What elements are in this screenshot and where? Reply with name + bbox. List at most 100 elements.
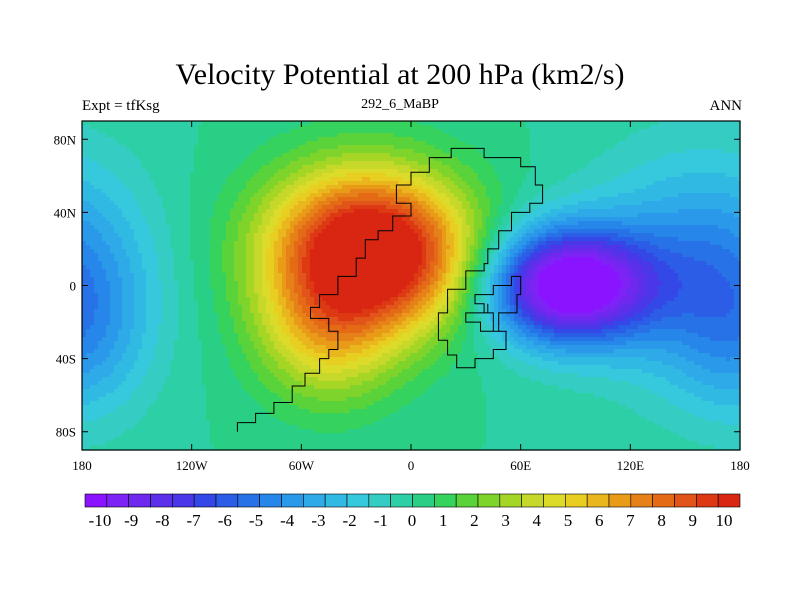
contour-cell bbox=[582, 125, 587, 130]
contour-cell bbox=[186, 209, 191, 214]
contour-cell bbox=[202, 125, 207, 130]
contour-cell bbox=[386, 137, 391, 142]
contour-cell bbox=[126, 237, 131, 242]
contour-cell bbox=[738, 157, 741, 162]
contour-cell bbox=[714, 197, 719, 202]
contour-cell bbox=[426, 129, 431, 134]
contour-cell bbox=[182, 137, 187, 142]
contour-cell bbox=[454, 229, 459, 234]
contour-cell bbox=[154, 157, 159, 162]
contour-cell bbox=[546, 217, 551, 222]
contour-cell bbox=[542, 205, 547, 210]
contour-cell bbox=[302, 161, 307, 166]
contour-cell bbox=[174, 229, 179, 234]
contour-cell bbox=[674, 149, 679, 154]
contour-cell bbox=[234, 125, 239, 130]
contour-cell bbox=[210, 157, 215, 162]
contour-cell bbox=[354, 225, 359, 230]
contour-cell bbox=[550, 217, 555, 222]
contour-cell bbox=[574, 221, 579, 226]
contour-cell bbox=[82, 201, 87, 206]
contour-cell bbox=[694, 221, 699, 226]
contour-cell bbox=[470, 181, 475, 186]
contour-cell bbox=[430, 137, 435, 142]
contour-cell bbox=[154, 193, 159, 198]
contour-cell bbox=[386, 237, 391, 242]
contour-cell bbox=[310, 205, 315, 210]
contour-cell bbox=[514, 149, 519, 154]
contour-cell bbox=[734, 197, 739, 202]
contour-cell bbox=[402, 197, 407, 202]
contour-cell bbox=[406, 189, 411, 194]
contour-cell bbox=[666, 221, 671, 226]
contour-cell bbox=[86, 165, 91, 170]
contour-cell bbox=[242, 181, 247, 186]
contour-cell bbox=[730, 157, 735, 162]
contour-cell bbox=[358, 213, 363, 218]
contour-cell bbox=[182, 237, 187, 242]
contour-cell bbox=[666, 225, 671, 230]
contour-cell bbox=[174, 157, 179, 162]
contour-cell bbox=[254, 141, 259, 146]
contour-cell bbox=[522, 193, 527, 198]
contour-cell bbox=[162, 121, 167, 126]
contour-cell bbox=[626, 169, 631, 174]
contour-cell bbox=[678, 205, 683, 210]
contour-cell bbox=[174, 217, 179, 222]
contour-cell bbox=[430, 197, 435, 202]
contour-cell bbox=[506, 169, 511, 174]
contour-cell bbox=[314, 197, 319, 202]
contour-cell bbox=[270, 193, 275, 198]
contour-cell bbox=[130, 221, 135, 226]
contour-cell bbox=[206, 185, 211, 190]
contour-cell bbox=[262, 193, 267, 198]
contour-cell bbox=[718, 237, 723, 242]
contour-cell bbox=[614, 233, 619, 238]
contour-cell bbox=[706, 129, 711, 134]
contour-cell bbox=[262, 233, 267, 238]
contour-cell bbox=[710, 165, 715, 170]
contour-cell bbox=[342, 201, 347, 206]
contour-cell bbox=[478, 201, 483, 206]
contour-cell bbox=[162, 137, 167, 142]
contour-cell bbox=[210, 129, 215, 134]
contour-cell bbox=[342, 157, 347, 162]
contour-cell bbox=[574, 149, 579, 154]
contour-cell bbox=[150, 133, 155, 138]
contour-cell bbox=[86, 137, 91, 142]
contour-cell bbox=[462, 149, 467, 154]
contour-cell bbox=[442, 137, 447, 142]
contour-cell bbox=[138, 165, 143, 170]
contour-cell bbox=[222, 185, 227, 190]
contour-cell bbox=[714, 145, 719, 150]
contour-cell bbox=[326, 149, 331, 154]
contour-cell bbox=[146, 241, 151, 246]
contour-cell bbox=[398, 205, 403, 210]
contour-cell bbox=[518, 133, 523, 138]
contour-cell bbox=[510, 125, 515, 130]
contour-cell bbox=[270, 233, 275, 238]
contour-cell bbox=[646, 149, 651, 154]
run-label: 292_6_MaBP bbox=[361, 97, 439, 112]
contour-cell bbox=[586, 173, 591, 178]
contour-cell bbox=[486, 173, 491, 178]
contour-cell bbox=[598, 181, 603, 186]
contour-cell bbox=[266, 209, 271, 214]
contour-cell bbox=[738, 149, 741, 154]
contour-cell bbox=[714, 137, 719, 142]
contour-cell bbox=[490, 161, 495, 166]
contour-cell bbox=[106, 165, 111, 170]
contour-cell bbox=[618, 205, 623, 210]
contour-cell bbox=[550, 125, 555, 130]
contour-cell bbox=[386, 145, 391, 150]
contour-cell bbox=[114, 145, 119, 150]
contour-cell bbox=[474, 169, 479, 174]
contour-cell bbox=[190, 197, 195, 202]
contour-cell bbox=[334, 141, 339, 146]
contour-cell bbox=[738, 189, 741, 194]
contour-cell bbox=[102, 173, 107, 178]
contour-cell bbox=[602, 205, 607, 210]
contour-cell bbox=[254, 233, 259, 238]
contour-cell bbox=[666, 185, 671, 190]
contour-cell bbox=[262, 169, 267, 174]
